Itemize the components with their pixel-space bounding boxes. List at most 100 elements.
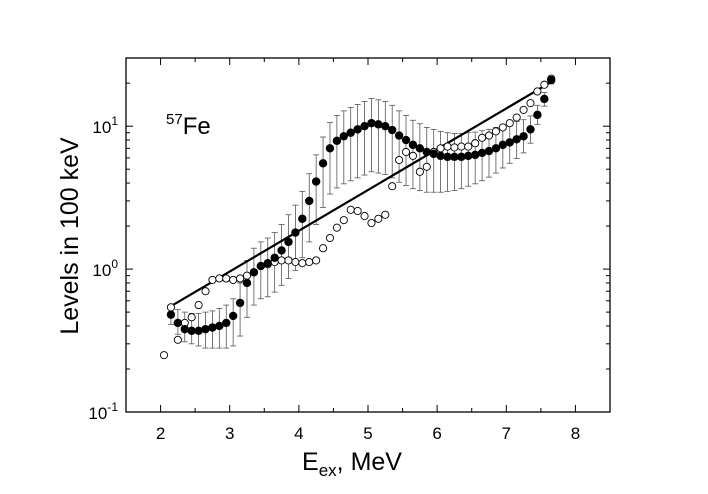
open-data-point [159, 351, 169, 360]
filled-data-point [215, 321, 224, 331]
open-data-point [325, 233, 335, 243]
y-tick-label-exponent: -1 [107, 400, 118, 414]
filled-data-point [408, 140, 418, 150]
open-data-point [464, 142, 473, 151]
filled-data-point [512, 135, 521, 144]
filled-data-point [332, 136, 342, 146]
open-data-point [422, 162, 431, 171]
filled-data-point [450, 152, 459, 162]
open-data-point [484, 131, 494, 140]
filled-data-point [325, 144, 335, 153]
open-circle-series [159, 74, 556, 360]
filled-data-point [222, 318, 231, 328]
filled-data-point [374, 120, 383, 129]
filled-data-point [381, 121, 390, 131]
open-data-point [305, 258, 314, 267]
open-data-point [353, 206, 362, 216]
filled-data-point [311, 177, 321, 186]
filled-data-point [547, 75, 556, 85]
open-data-point [194, 301, 203, 310]
filled-data-point [277, 246, 286, 255]
filled-data-point [270, 253, 279, 262]
open-data-point [450, 143, 459, 152]
filled-data-point [180, 324, 189, 334]
filled-data-point [464, 151, 473, 161]
filled-data-point [540, 94, 549, 104]
open-data-point [395, 155, 404, 165]
filled-data-point [367, 118, 376, 128]
filled-data-point [228, 311, 238, 321]
open-data-point [222, 274, 231, 283]
open-data-point [471, 139, 480, 148]
filled-data-point [353, 125, 362, 134]
open-data-point [187, 313, 196, 322]
open-data-point [236, 274, 245, 283]
open-data-point [208, 275, 217, 284]
open-data-point [519, 105, 528, 114]
open-data-point [242, 271, 252, 280]
x-tick-label: 8 [571, 424, 580, 443]
isotope-mass-number: 57 [166, 111, 183, 128]
open-data-point [166, 303, 175, 312]
open-data-point [491, 127, 500, 136]
open-data-point [436, 144, 445, 153]
y-tick-label-base: 10 [92, 118, 111, 137]
x-tick-label: 3 [225, 424, 234, 443]
filled-data-point [256, 261, 266, 271]
open-data-point [457, 142, 466, 151]
open-data-point [443, 142, 452, 151]
filled-data-point [242, 278, 252, 288]
x-tick-label: 4 [294, 424, 303, 443]
open-data-point [277, 256, 286, 265]
filled-data-point [415, 144, 425, 153]
trend-line-segment [170, 82, 550, 308]
filled-data-point [291, 228, 300, 237]
filled-data-point [491, 144, 501, 153]
open-data-point [229, 275, 238, 284]
x-axis-label-unit: , MeV [337, 448, 403, 476]
filled-data-point [284, 237, 293, 247]
filled-data-point [484, 146, 494, 156]
filled-data-point [443, 152, 452, 162]
filled-data-point [201, 324, 210, 334]
open-data-point [381, 210, 390, 219]
open-data-point [339, 216, 348, 225]
open-data-point [215, 274, 224, 283]
x-tick-label: 2 [156, 424, 165, 443]
x-tick-label: 6 [432, 424, 441, 443]
filled-data-point [457, 152, 466, 162]
open-data-point [291, 258, 300, 267]
filled-data-point [429, 149, 438, 159]
open-data-point [298, 259, 307, 268]
open-data-point [415, 167, 424, 176]
filled-data-point [194, 326, 203, 335]
open-data-point [367, 218, 376, 228]
open-data-point [388, 182, 397, 191]
open-data-point [408, 151, 417, 160]
open-data-point [319, 244, 328, 253]
filled-data-point [533, 110, 542, 120]
open-data-point [201, 287, 210, 296]
y-axis-label: Levels in 100 keV [56, 137, 84, 335]
filled-data-point [477, 148, 487, 158]
y-tick-label: 100 [92, 257, 118, 280]
filled-data-point [436, 151, 445, 161]
open-data-point [312, 256, 321, 265]
filled-data-point [318, 159, 328, 168]
filled-circle-series [166, 75, 556, 335]
filled-data-point [394, 131, 404, 140]
filled-data-point [422, 147, 431, 157]
filled-data-point [401, 135, 411, 145]
open-data-point [512, 113, 521, 122]
x-tick-label: 7 [502, 424, 511, 443]
open-data-point [401, 147, 411, 157]
x-tick-label: 5 [363, 424, 372, 443]
open-data-point [540, 80, 549, 89]
filled-data-point [526, 125, 535, 134]
trend-line [170, 82, 550, 308]
filled-data-point [173, 318, 183, 328]
open-data-point [526, 99, 535, 108]
open-data-point [284, 256, 293, 265]
